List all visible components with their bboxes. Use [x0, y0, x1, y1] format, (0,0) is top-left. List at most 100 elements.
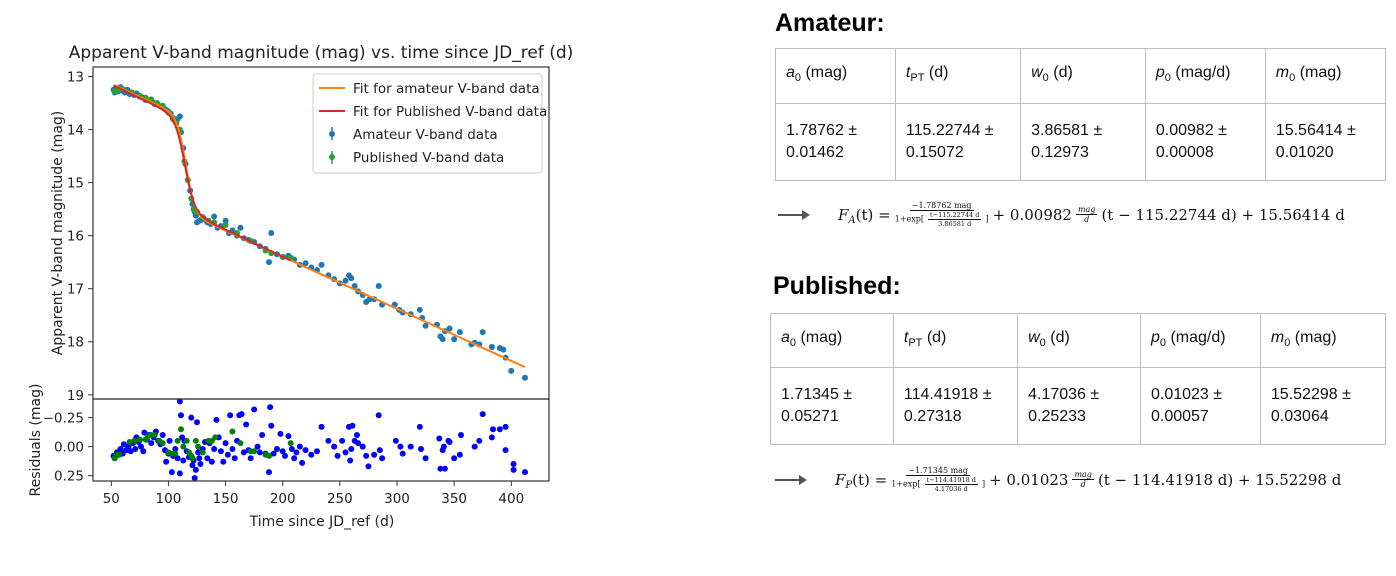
residual-point [437, 465, 444, 472]
residual-point [211, 445, 218, 452]
residual-point [291, 455, 298, 462]
data-point [508, 367, 515, 374]
x-tick-label: 250 [327, 491, 353, 507]
residual-point [277, 430, 284, 437]
data-marker [266, 259, 272, 266]
residual-point [125, 443, 132, 450]
residual-point [197, 461, 204, 468]
residual-point [510, 461, 517, 468]
data-point [451, 336, 458, 343]
residual-point [165, 449, 172, 456]
data-point [439, 336, 446, 343]
residual-point [314, 448, 320, 455]
x-tick-label: 200 [270, 491, 296, 507]
residual-point [334, 452, 341, 459]
header-a0: a0 (mag) [775, 48, 896, 104]
residual-point [174, 437, 181, 444]
data-point [211, 213, 218, 220]
data-marker [222, 217, 229, 224]
residual-point [140, 448, 147, 455]
residual-point [331, 443, 338, 450]
y-tick-label: 19 [67, 388, 84, 404]
value-m0: 15.56414 ± 0.01020 [1264, 103, 1387, 181]
residual-point [270, 450, 277, 457]
residual-point [302, 447, 309, 454]
residual-point [347, 457, 354, 464]
data-marker [422, 322, 429, 329]
header-p0: p0 (mag/d) [1144, 48, 1266, 104]
residual-point [251, 448, 258, 455]
residual-point [490, 426, 496, 433]
residual-point [172, 445, 179, 452]
residual-point [266, 469, 272, 476]
data-marker [302, 260, 309, 267]
residual-point [392, 437, 399, 444]
y-tick-label: 15 [67, 176, 84, 192]
header-m0: m0 (mag) [1264, 48, 1387, 104]
x-tick-label: 300 [384, 491, 410, 507]
residual-point [451, 455, 458, 462]
residual-point [213, 416, 220, 423]
residual-point [510, 466, 517, 473]
residual-point [176, 470, 183, 477]
header-a0: a0 (mag) [770, 313, 894, 368]
residual-point [522, 469, 528, 476]
data-point [488, 344, 495, 351]
x-tick-label: 350 [441, 491, 467, 507]
residual-point [194, 419, 200, 426]
residual-point [488, 434, 495, 441]
residual-point [376, 447, 383, 454]
value-p0: 0.01023 ± 0.00057 [1139, 367, 1261, 445]
residual-point [416, 423, 423, 430]
data-point [268, 230, 275, 236]
table-header-row: a0 (mag) tPT (d) w0 (d) p0 (mag/d) m0 (m… [775, 48, 1387, 104]
residual-point [397, 443, 404, 450]
data-point [342, 277, 349, 284]
residual-point [288, 445, 295, 452]
legend-label-amateur-fit: Fit for amateur V-band data [353, 81, 540, 97]
y-tick-label: 14 [67, 123, 84, 139]
fit-line [113, 84, 292, 262]
data-point [176, 113, 183, 120]
residual-point [231, 455, 238, 462]
residual-point [116, 451, 123, 458]
data-marker [375, 283, 382, 290]
fit-line [113, 83, 526, 368]
residual-point [229, 445, 236, 452]
residual-point [188, 414, 195, 421]
residual-point [502, 447, 509, 454]
residual-point [267, 404, 274, 411]
residual-point [440, 443, 447, 450]
residual-point [359, 443, 366, 450]
amateur-params-table: a0 (mag) tPT (d) w0 (d) p0 (mag/d) m0 (m… [775, 48, 1387, 181]
value-a0: 1.71345 ± 0.05271 [770, 367, 894, 445]
header-p0: p0 (mag/d) [1139, 313, 1261, 368]
residual-point [266, 452, 272, 459]
residual-point [256, 449, 263, 456]
residual-point [172, 450, 179, 457]
residual-point [349, 422, 356, 429]
x-tick-label: 400 [498, 491, 524, 507]
residual-point [127, 448, 134, 455]
amateur-section-title: Amateur: [775, 9, 885, 37]
data-point [479, 329, 486, 336]
residual-point [183, 437, 190, 444]
data-marker [479, 329, 486, 336]
residual-point [229, 428, 236, 435]
residual-point [159, 440, 166, 447]
residual-point [192, 466, 199, 473]
data-marker [500, 346, 507, 353]
legend-label-published-fit: Fit for Published V-band data [353, 104, 547, 120]
value-tpt: 114.41918 ± 0.27318 [892, 367, 1019, 445]
data-marker [451, 336, 458, 343]
residual-point [293, 449, 300, 456]
y-tick-label: 13 [67, 70, 84, 86]
data-point [302, 260, 309, 267]
residual-point [502, 423, 509, 430]
data-marker [351, 283, 358, 290]
residual-point [195, 449, 202, 456]
residual-point [496, 426, 503, 433]
residual-point [189, 455, 196, 462]
